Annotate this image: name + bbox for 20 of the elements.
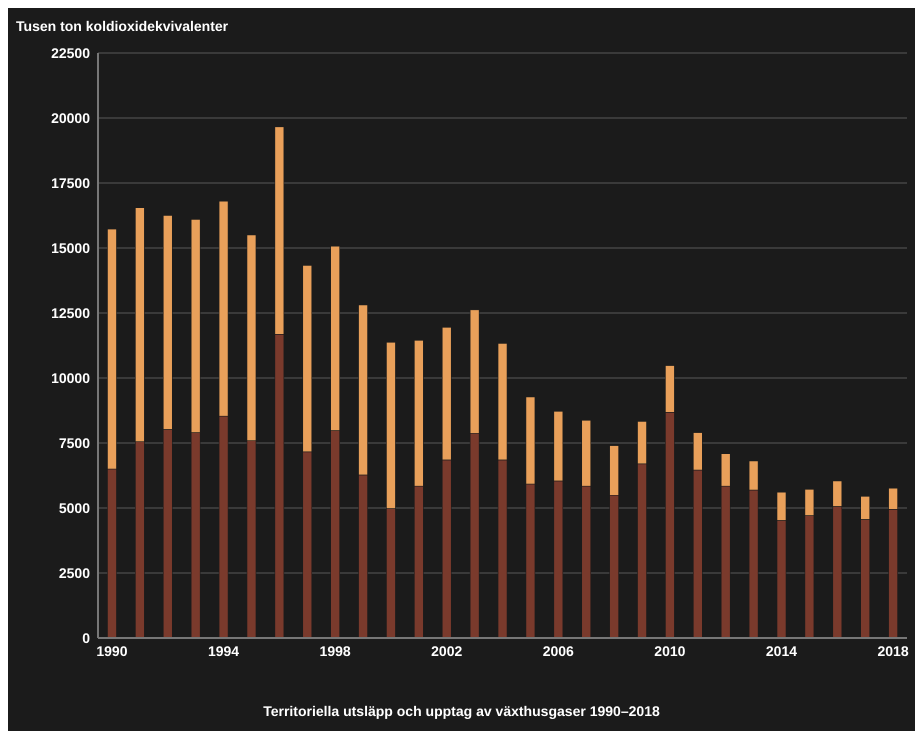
y-tick-label: 10000 xyxy=(51,370,90,386)
y-tick-label: 17500 xyxy=(51,174,90,191)
x-tick-label: 2010 xyxy=(654,642,686,659)
x-tick-label: 2018 xyxy=(877,642,909,659)
text: Territoriella utsläpp och upptag av växthusgaser 1990–2018 xyxy=(262,703,661,719)
x-tick-label: 2002 xyxy=(431,642,462,659)
y-tick-label: 7500 xyxy=(58,434,90,451)
y-tick-label: 2500 xyxy=(58,564,90,581)
x-tick-label: 2006 xyxy=(542,642,574,659)
y-axis-title: Tusen ton koldioxidekvivalenter xyxy=(16,18,228,34)
x-tick-label: 1990 xyxy=(96,642,128,659)
y-tick-label: 5000 xyxy=(58,500,90,516)
x-tick-label: 1998 xyxy=(320,642,351,659)
x-tick-label: 2014 xyxy=(766,642,798,659)
y-tick-label: 22500 xyxy=(51,44,90,61)
y-tick-label: 20000 xyxy=(51,110,90,126)
y-tick-label: 0 xyxy=(82,630,90,646)
y-tick-label: 15000 xyxy=(51,240,90,256)
x-tick-label: 1994 xyxy=(208,642,240,659)
y-tick-label: 12500 xyxy=(51,304,90,321)
